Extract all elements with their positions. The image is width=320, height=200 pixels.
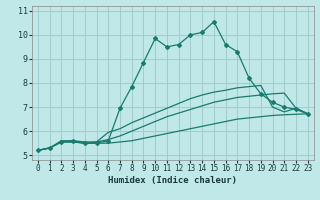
X-axis label: Humidex (Indice chaleur): Humidex (Indice chaleur) [108, 176, 237, 185]
